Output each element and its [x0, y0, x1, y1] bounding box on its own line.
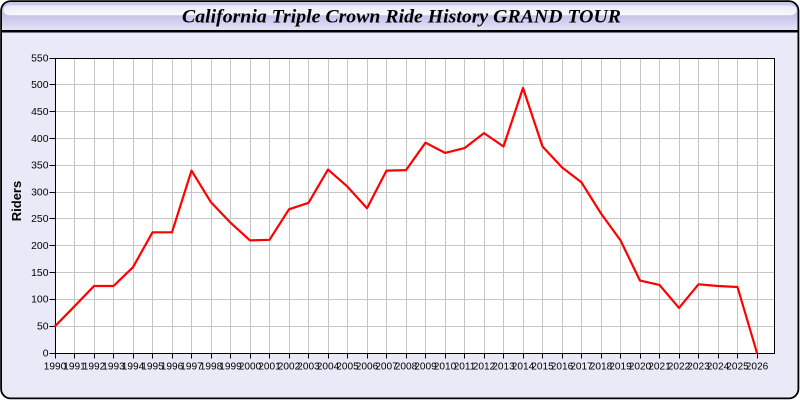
svg-text:2022: 2022 [668, 362, 691, 373]
svg-text:2025: 2025 [726, 362, 749, 373]
svg-text:1991: 1991 [63, 362, 86, 373]
svg-text:2002: 2002 [278, 362, 301, 373]
svg-text:550: 550 [31, 53, 49, 64]
svg-text:2023: 2023 [687, 362, 710, 373]
svg-text:1997: 1997 [180, 362, 203, 373]
svg-text:2014: 2014 [512, 362, 535, 373]
svg-text:2024: 2024 [707, 362, 730, 373]
svg-text:300: 300 [31, 187, 49, 198]
svg-text:2016: 2016 [551, 362, 574, 373]
svg-text:2008: 2008 [395, 362, 418, 373]
svg-text:1998: 1998 [200, 362, 223, 373]
svg-text:2020: 2020 [629, 362, 652, 373]
svg-text:2005: 2005 [336, 362, 359, 373]
svg-text:2017: 2017 [570, 362, 593, 373]
svg-text:2009: 2009 [414, 362, 437, 373]
svg-text:2001: 2001 [258, 362, 281, 373]
svg-text:250: 250 [31, 214, 49, 225]
svg-text:0: 0 [43, 348, 49, 359]
svg-text:1995: 1995 [141, 362, 164, 373]
svg-text:2006: 2006 [356, 362, 379, 373]
svg-text:1992: 1992 [83, 362, 106, 373]
svg-text:2026: 2026 [746, 362, 769, 373]
svg-text:2015: 2015 [531, 362, 554, 373]
svg-text:1993: 1993 [102, 362, 125, 373]
svg-text:2012: 2012 [473, 362, 496, 373]
svg-text:1996: 1996 [161, 362, 184, 373]
svg-text:2000: 2000 [239, 362, 262, 373]
svg-text:Riders: Riders [9, 181, 24, 221]
svg-text:2011: 2011 [454, 362, 476, 373]
svg-text:350: 350 [31, 161, 49, 172]
svg-text:1990: 1990 [44, 362, 67, 373]
svg-text:2010: 2010 [434, 362, 457, 373]
svg-text:1999: 1999 [219, 362, 242, 373]
svg-text:2018: 2018 [590, 362, 613, 373]
svg-text:2003: 2003 [297, 362, 320, 373]
svg-text:2021: 2021 [648, 362, 671, 373]
svg-text:200: 200 [31, 241, 49, 252]
svg-text:2019: 2019 [609, 362, 632, 373]
svg-text:2004: 2004 [317, 362, 340, 373]
svg-text:450: 450 [31, 107, 49, 118]
svg-text:50: 50 [37, 321, 49, 332]
svg-text:California Triple Crown Ride H: California Triple Crown Ride History GRA… [182, 7, 621, 28]
svg-text:400: 400 [31, 134, 49, 145]
svg-text:150: 150 [31, 268, 49, 279]
svg-text:500: 500 [31, 80, 49, 91]
svg-text:2013: 2013 [492, 362, 515, 373]
svg-text:1994: 1994 [122, 362, 145, 373]
svg-text:2007: 2007 [375, 362, 398, 373]
svg-text:100: 100 [31, 295, 49, 306]
